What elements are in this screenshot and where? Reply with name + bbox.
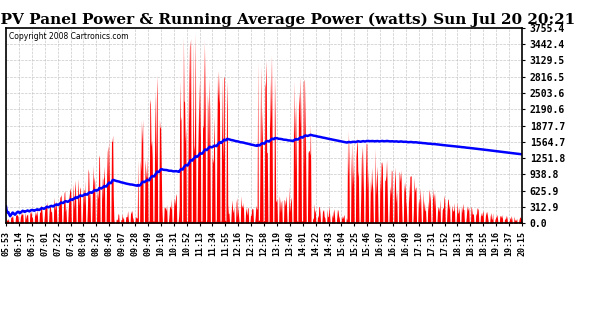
Text: Copyright 2008 Cartronics.com: Copyright 2008 Cartronics.com — [8, 32, 128, 41]
Title: Total PV Panel Power & Running Average Power (watts) Sun Jul 20 20:21: Total PV Panel Power & Running Average P… — [0, 12, 575, 27]
